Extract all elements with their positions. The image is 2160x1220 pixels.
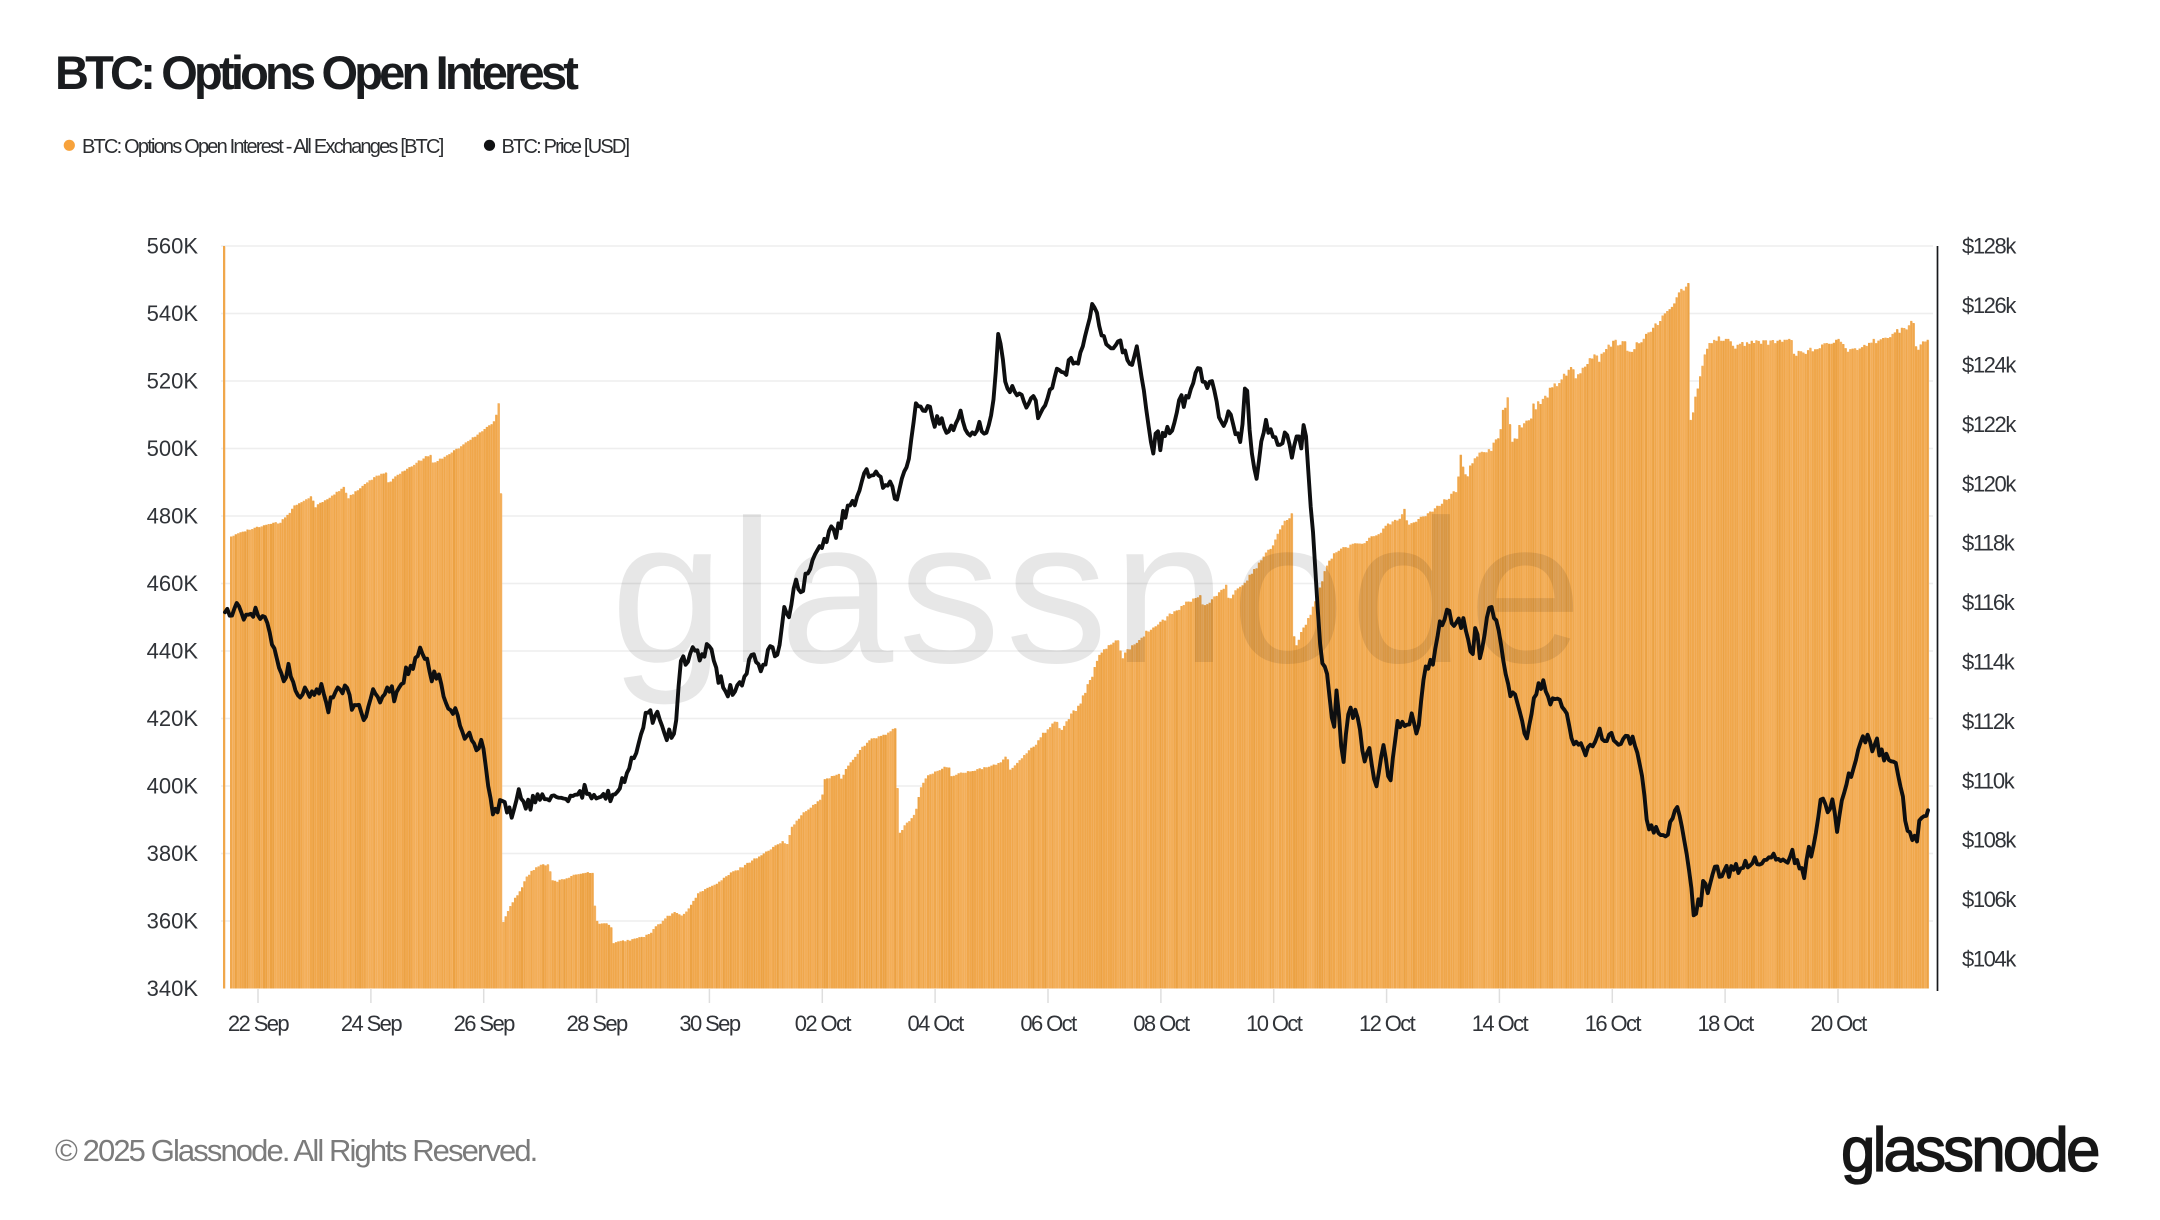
svg-text:02 Oct: 02 Oct [795,1011,852,1036]
svg-text:20 Oct: 20 Oct [1810,1011,1867,1036]
svg-text:30 Sep: 30 Sep [679,1011,740,1036]
svg-text:$106k: $106k [1962,887,2017,912]
svg-text:26 Sep: 26 Sep [454,1011,515,1036]
svg-text:22 Sep: 22 Sep [228,1011,289,1036]
svg-text:$118k: $118k [1962,531,2016,556]
svg-text:500K: 500K [147,436,199,461]
svg-text:$124k: $124k [1962,353,2017,378]
svg-text:16 Oct: 16 Oct [1585,1011,1642,1036]
svg-text:© 2025 Glassnode. All Rights R: © 2025 Glassnode. All Rights Reserved. [55,1133,536,1168]
svg-text:$120k: $120k [1962,471,2017,496]
svg-text:$126k: $126k [1962,293,2017,318]
svg-text:$122k: $122k [1962,412,2017,437]
svg-text:24 Sep: 24 Sep [341,1011,402,1036]
svg-text:18 Oct: 18 Oct [1697,1011,1754,1036]
svg-text:460K: 460K [147,571,199,596]
svg-text:360K: 360K [147,909,199,934]
svg-text:480K: 480K [147,504,199,529]
svg-text:14 Oct: 14 Oct [1472,1011,1529,1036]
svg-text:06 Oct: 06 Oct [1020,1011,1077,1036]
svg-text:BTC: Price [USD]: BTC: Price [USD] [502,136,630,158]
svg-text:520K: 520K [147,369,199,394]
svg-text:$104k: $104k [1962,947,2017,972]
svg-text:400K: 400K [147,774,199,799]
svg-text:420K: 420K [147,706,199,731]
svg-text:340K: 340K [147,976,199,1001]
svg-text:$112k: $112k [1962,709,2016,734]
svg-text:$108k: $108k [1962,828,2017,853]
svg-text:540K: 540K [147,301,199,326]
svg-text:560K: 560K [147,234,199,259]
svg-text:glassnode: glassnode [1841,1116,2098,1185]
svg-text:12 Oct: 12 Oct [1359,1011,1416,1036]
svg-text:glassnode: glassnode [611,478,1588,706]
svg-text:08 Oct: 08 Oct [1133,1011,1190,1036]
svg-text:380K: 380K [147,841,199,866]
svg-text:$116k: $116k [1962,590,2016,615]
svg-text:BTC: Options Open Interest - A: BTC: Options Open Interest - All Exchang… [82,136,444,158]
svg-text:$110k: $110k [1962,768,2016,793]
svg-text:$114k: $114k [1962,650,2016,675]
svg-text:04 Oct: 04 Oct [907,1011,964,1036]
svg-text:440K: 440K [147,639,199,664]
svg-text:28 Sep: 28 Sep [567,1011,628,1036]
svg-text:$128k: $128k [1962,234,2017,259]
svg-text:BTC: Options Open Interest: BTC: Options Open Interest [55,46,579,99]
svg-text:10 Oct: 10 Oct [1246,1011,1303,1036]
